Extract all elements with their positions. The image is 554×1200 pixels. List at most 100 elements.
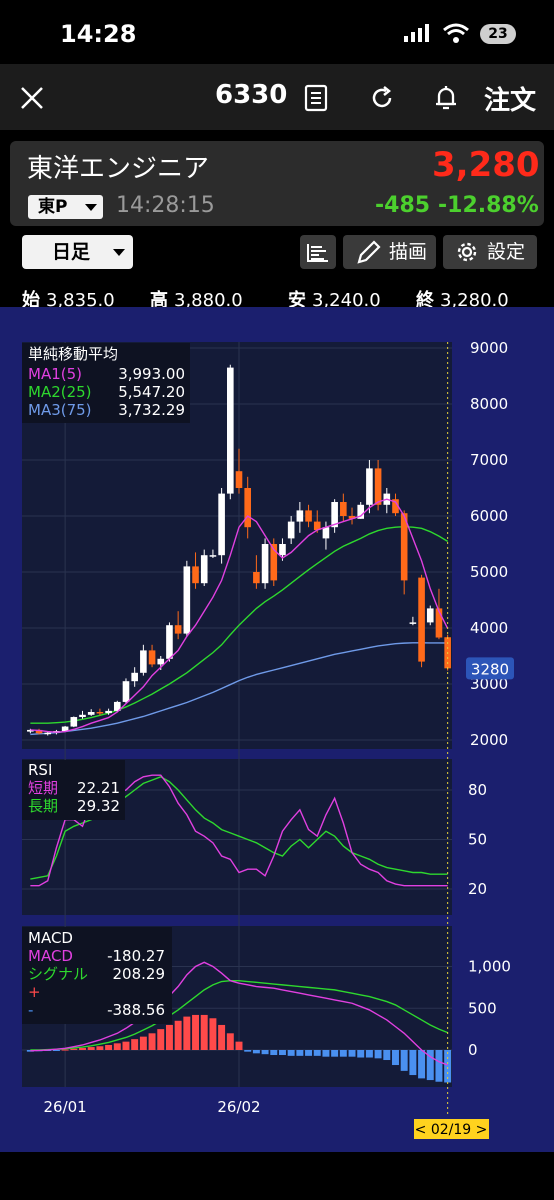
macd-histogram-bar xyxy=(200,1014,208,1050)
low-label: 安 xyxy=(288,290,306,311)
macd-histogram-bar xyxy=(261,1050,269,1055)
candle-body xyxy=(44,732,52,735)
ma3-line xyxy=(30,642,448,736)
macd-histogram-bar xyxy=(226,1033,234,1050)
reload-button[interactable] xyxy=(368,84,396,116)
macd-histogram-bar xyxy=(157,1029,165,1050)
macd-histogram-bar xyxy=(365,1050,373,1058)
macd-legend-value: 208.29 xyxy=(113,965,166,983)
macd-line xyxy=(30,961,448,1066)
macd-legend-title: MACD xyxy=(28,929,73,947)
candle-body xyxy=(140,650,147,673)
chevron-down-icon xyxy=(85,204,97,211)
document-icon xyxy=(304,84,328,112)
macd-histogram-bar xyxy=(139,1036,147,1050)
candle-body xyxy=(287,521,295,539)
macd-histogram-bar xyxy=(244,1050,252,1052)
candle-body xyxy=(157,658,165,665)
macd-histogram-bar xyxy=(305,1050,313,1056)
candle-body xyxy=(418,577,425,662)
macd-histogram-bar xyxy=(270,1050,278,1056)
rsi-legend-value: 22.21 xyxy=(77,779,120,797)
macd-histogram-bar xyxy=(287,1050,295,1056)
macd-histogram-bar xyxy=(278,1050,286,1056)
candle-body xyxy=(313,521,321,530)
macd-histogram-bar xyxy=(122,1041,130,1050)
market-select[interactable]: 東P xyxy=(28,195,103,219)
price-y-tick: 5000 xyxy=(470,563,508,581)
macd-histogram-bar xyxy=(331,1050,339,1057)
cursor-date-box xyxy=(414,1119,489,1139)
gear-icon xyxy=(457,242,477,262)
close-icon xyxy=(21,87,43,109)
candle-body xyxy=(253,572,260,584)
ma1-line xyxy=(30,498,449,733)
macd-histogram-bar xyxy=(400,1050,408,1071)
macd-histogram-bar xyxy=(79,1047,86,1050)
candle-body xyxy=(235,471,243,488)
macd-histogram-bar xyxy=(392,1050,399,1066)
candle-body xyxy=(79,714,86,718)
stock-chart[interactable]: 90008000700060005000400030002000単純移動平均MA… xyxy=(0,307,554,1152)
macd-histogram-bar xyxy=(209,1018,217,1050)
bars-icon xyxy=(307,244,328,262)
macd-histogram-bar xyxy=(252,1050,260,1054)
ohlc-low: 安 3,240.0 xyxy=(288,286,381,312)
current-price-label: 3280 xyxy=(471,660,509,678)
candle-body xyxy=(374,468,382,505)
candle-body xyxy=(166,625,173,659)
macd-histogram-bar xyxy=(357,1050,365,1058)
quote-time: 14:28:15 xyxy=(116,193,215,218)
settings-label: 設定 xyxy=(487,241,526,263)
candle-body xyxy=(105,710,112,714)
candle-body xyxy=(113,701,121,711)
rsi-legend-name: 短期 xyxy=(28,779,58,797)
chevron-down-icon xyxy=(113,249,125,256)
candle-body xyxy=(435,608,443,638)
stock-price: 3,280 xyxy=(432,145,540,185)
low-value: 3,240.0 xyxy=(312,290,381,311)
price-y-tick: 9000 xyxy=(470,339,508,357)
price-y-tick: 6000 xyxy=(470,507,508,525)
macd-histogram-bar xyxy=(383,1050,391,1061)
macd-histogram-bar xyxy=(313,1050,321,1056)
rsi-y-tick: 50 xyxy=(468,831,487,849)
macd-legend-value: -388.56 xyxy=(107,1001,165,1019)
macd-y-tick: 0 xyxy=(468,1041,478,1059)
alert-button[interactable] xyxy=(432,84,460,116)
candle-body xyxy=(192,566,199,584)
x-tick-label: 26/02 xyxy=(217,1098,260,1116)
macd-histogram-bar xyxy=(96,1046,104,1050)
period-select[interactable]: 日足 xyxy=(22,235,133,269)
ohlc-close: 終 3,280.0 xyxy=(416,286,509,312)
draw-button[interactable]: 描画 xyxy=(343,235,436,269)
close-value: 3,280.0 xyxy=(440,290,509,311)
settings-button[interactable]: 設定 xyxy=(443,235,537,269)
x-tick-label: 26/01 xyxy=(44,1098,87,1116)
candle-body xyxy=(218,493,225,556)
macd-legend-value: -180.27 xyxy=(107,947,165,965)
candle-body xyxy=(409,622,417,624)
candle-body xyxy=(279,544,286,556)
price-legend-bg xyxy=(22,343,190,423)
close-button[interactable] xyxy=(18,84,46,112)
price-legend-value: 5,547.20 xyxy=(118,383,185,401)
order-button[interactable]: 注文 xyxy=(484,86,537,116)
period-label: 日足 xyxy=(52,241,91,263)
macd-histogram-bar xyxy=(339,1050,347,1057)
macd-histogram-bar xyxy=(348,1050,356,1057)
high-value: 3,880.0 xyxy=(174,290,243,311)
close-label: 終 xyxy=(416,290,434,311)
candle-body xyxy=(261,544,269,584)
layout-button[interactable] xyxy=(300,235,336,269)
price-change-percent: -12.88% xyxy=(438,193,539,218)
price-legend: 単純移動平均 MA1(5) 3,993.00 MA2(25) 5,547.20 MA3(7… xyxy=(22,343,190,423)
macd-histogram-bar xyxy=(105,1044,113,1050)
document-button[interactable] xyxy=(303,84,329,116)
signal-icon xyxy=(404,24,429,42)
macd-signal-line xyxy=(30,979,448,1051)
macd-y-tick: 500 xyxy=(468,999,497,1017)
macd-histogram-bar xyxy=(418,1050,426,1079)
candle-body xyxy=(35,729,43,734)
